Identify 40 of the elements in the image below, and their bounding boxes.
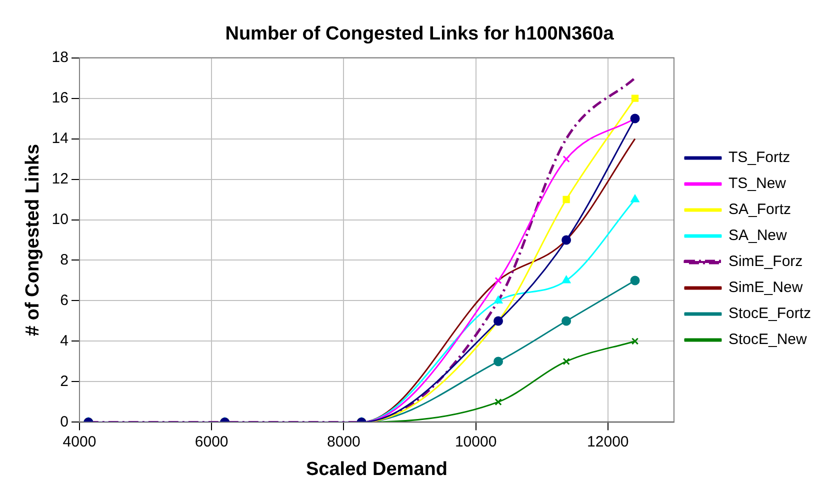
x-tick-label: 4000 xyxy=(62,433,96,450)
legend-label: SimE_New xyxy=(728,279,803,296)
legend-label: SA_Fortz xyxy=(728,201,791,218)
point xyxy=(494,398,502,406)
point xyxy=(562,358,570,366)
legend-label: StocE_New xyxy=(728,331,808,348)
legend-label: TS_New xyxy=(728,175,786,192)
point xyxy=(630,276,640,286)
chart-title: Number of Congested Links for h100N360a xyxy=(225,24,614,45)
y-axis-title: # of Congested Links xyxy=(22,144,44,336)
point xyxy=(562,235,572,245)
y-tick-label: 14 xyxy=(52,130,68,147)
y-tick-label: 2 xyxy=(60,372,68,390)
y-tick-label: 8 xyxy=(60,251,68,268)
point xyxy=(562,316,572,326)
x-tick-label: 6000 xyxy=(194,433,228,450)
y-tick-label: 6 xyxy=(60,292,68,309)
point xyxy=(562,276,571,284)
legend-label: SimE_Forz xyxy=(728,253,803,270)
point xyxy=(494,296,502,304)
point xyxy=(562,196,570,204)
legend-label: TS_Fortz xyxy=(728,149,790,166)
y-tick-label: 12 xyxy=(52,170,68,188)
x-tick-label: 8000 xyxy=(327,433,360,450)
x-axis-title: Scaled Demand xyxy=(306,458,448,480)
point xyxy=(631,94,639,102)
y-tick-label: 0 xyxy=(60,413,68,430)
point xyxy=(494,356,504,366)
y-tick-label: 16 xyxy=(52,89,68,106)
y-tick-label: 10 xyxy=(52,210,68,228)
legend-label: SA_New xyxy=(728,227,787,244)
y-tick-label: 18 xyxy=(52,48,68,66)
y-tick-label: 4 xyxy=(60,332,68,350)
x-tick-label: 10000 xyxy=(454,433,497,450)
legend-label: StocE_Fortz xyxy=(728,305,811,322)
point xyxy=(494,276,502,284)
point xyxy=(562,155,570,163)
point xyxy=(631,338,639,345)
point xyxy=(630,194,640,202)
x-tick-label: 12000 xyxy=(587,433,629,450)
